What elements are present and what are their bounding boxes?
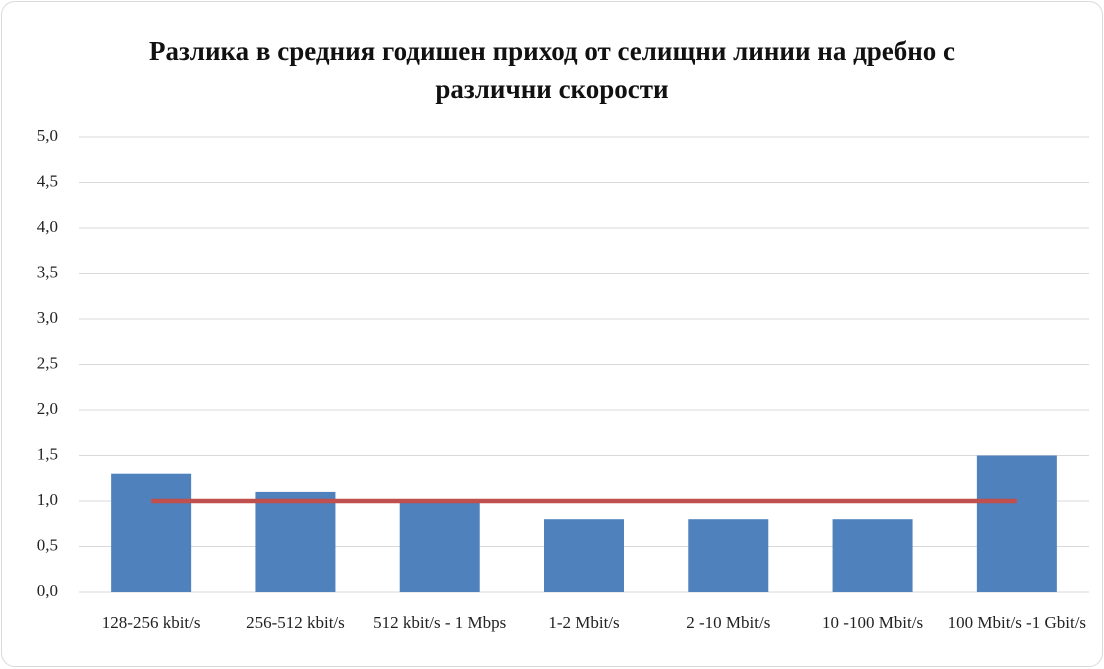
y-tick-label: 2,0 (37, 399, 58, 418)
x-tick-label: 256-512 kbit/s (246, 613, 345, 632)
x-tick-label: 512 kbit/s - 1 Mbps (373, 613, 507, 632)
y-tick-label: 4,0 (37, 217, 58, 236)
bar (976, 455, 1057, 592)
chart-title: Разлика в средния годишен приход от сели… (148, 36, 956, 104)
x-tick-label: 10 -100 Mbit/s (822, 613, 924, 632)
y-tick-label: 2,5 (37, 353, 58, 372)
bar (399, 501, 480, 592)
x-tick-label: 2 -10 Mbit/s (686, 613, 771, 632)
x-tick-label: 128-256 kbit/s (101, 613, 201, 632)
bar (544, 519, 624, 592)
y-tick-label: 3,0 (37, 308, 58, 327)
bar (255, 491, 336, 592)
bar (111, 473, 192, 592)
y-tick-label: 1,0 (37, 490, 58, 509)
x-tick-label: 1-2 Mbit/s (548, 613, 620, 632)
bar (832, 519, 913, 592)
x-tick-label: 100 Mbit/s -1 Gbit/s (947, 613, 1087, 632)
y-tick-label: 0,0 (37, 581, 58, 600)
y-tick-label: 3,5 (37, 262, 58, 281)
y-tick-label: 1,5 (37, 444, 58, 463)
y-tick-label: 4,5 (37, 171, 58, 190)
y-tick-label: 0,5 (37, 535, 58, 554)
bar (688, 519, 769, 592)
y-tick-label: 5,0 (37, 126, 58, 145)
